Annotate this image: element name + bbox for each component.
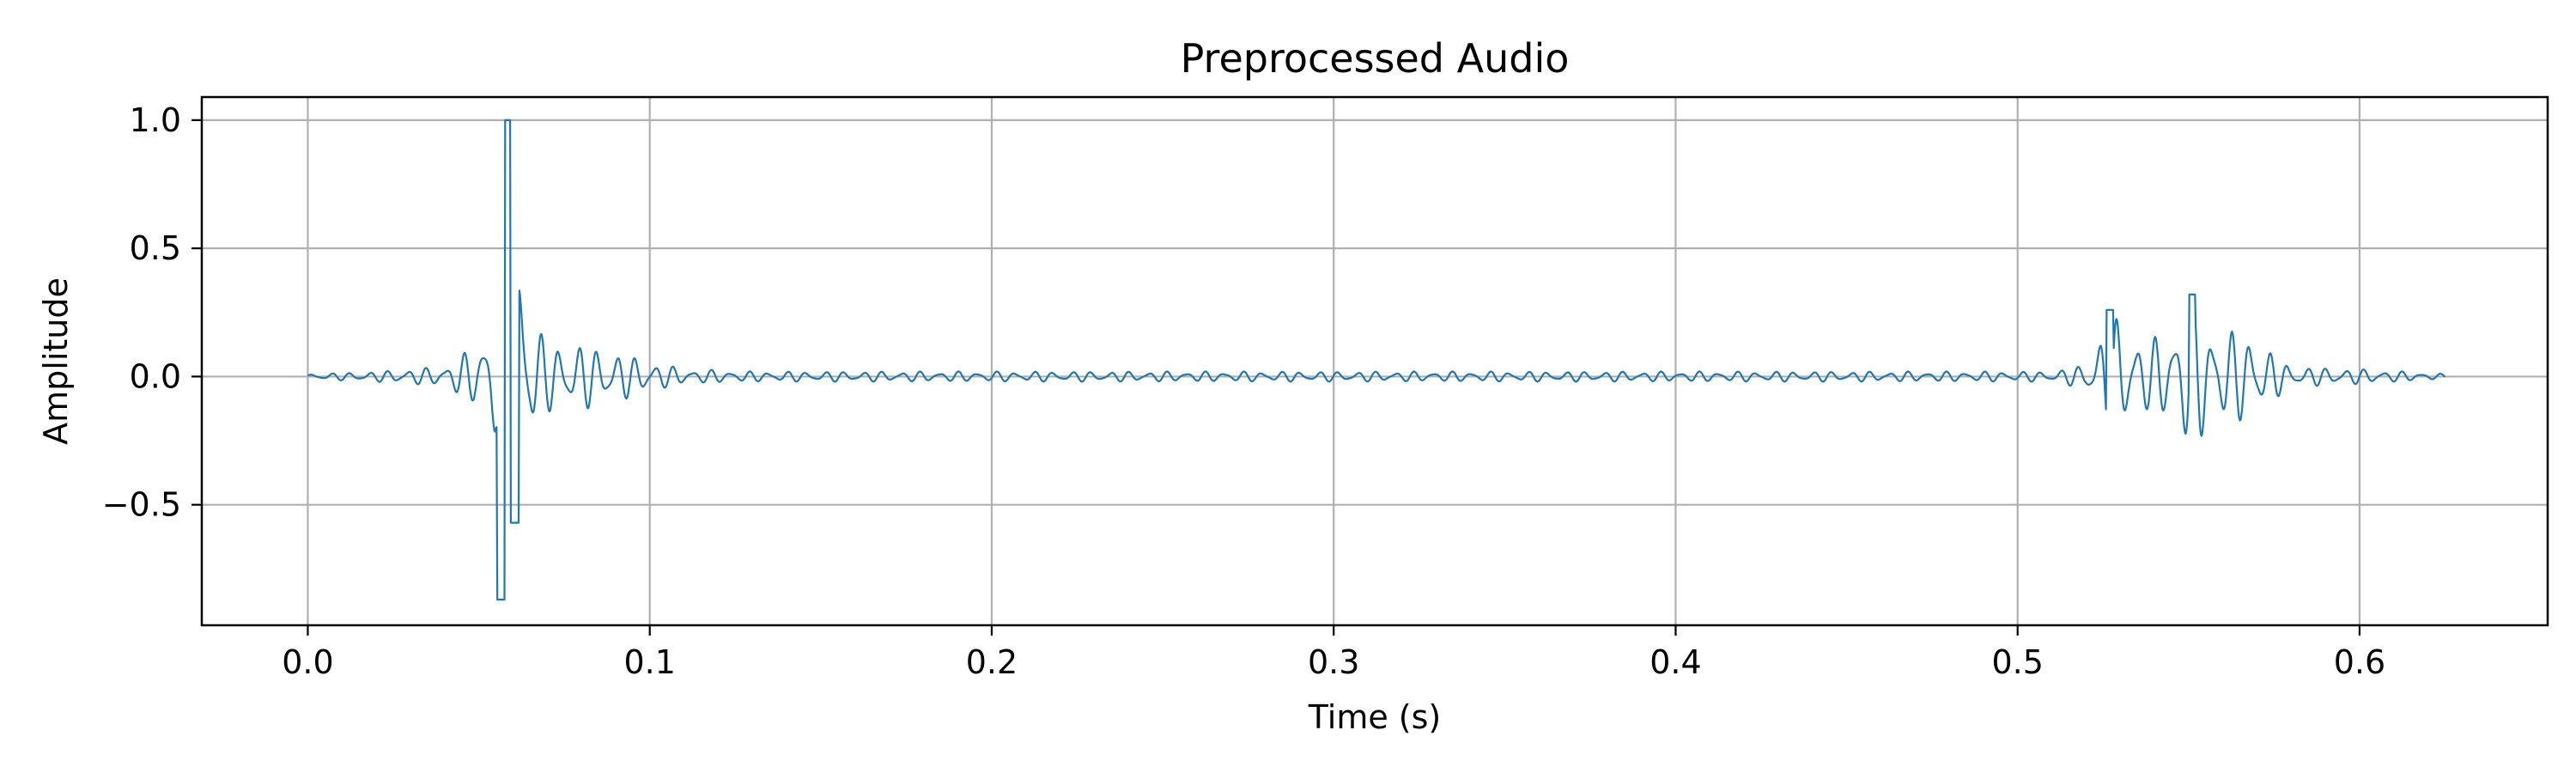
y-tick-label: 1.0	[130, 101, 181, 139]
grid	[202, 97, 2548, 625]
x-tick-label: 0.1	[623, 643, 675, 681]
axis-ticks: 0.0 0.1 0.2 0.3 0.4 0.5 0.6 −0.5 0.0 0.5 1.0	[102, 101, 2385, 681]
plot-frame	[200, 95, 2549, 627]
waveform-line	[307, 119, 2446, 601]
x-tick-label: 0.4	[1649, 643, 1701, 681]
x-tick-label: 0.6	[2334, 643, 2385, 681]
chart-title: Preprocessed Audio	[1181, 35, 1570, 82]
x-tick-label: 0.0	[282, 643, 333, 681]
y-tick-label: −0.5	[102, 486, 181, 524]
waveform-series	[307, 119, 2446, 601]
x-axis-title: Time (s)	[1308, 698, 1442, 736]
x-tick-label: 0.3	[1308, 643, 1359, 681]
x-tick-label: 0.5	[1991, 643, 2043, 681]
y-tick-label: 0.0	[130, 357, 181, 395]
y-tick-label: 0.5	[130, 229, 181, 267]
y-axis-title: Amplitude	[37, 277, 75, 445]
x-tick-label: 0.2	[966, 643, 1018, 681]
